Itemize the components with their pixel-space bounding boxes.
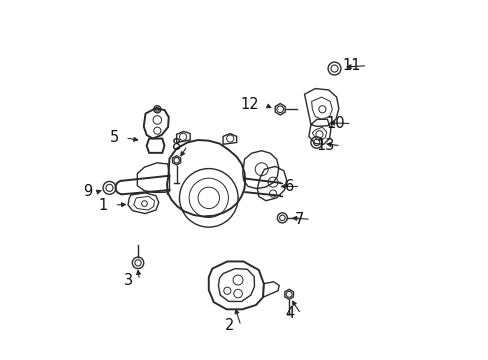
Text: 3: 3 <box>123 273 133 288</box>
Text: 1: 1 <box>99 198 108 212</box>
Text: 4: 4 <box>285 306 294 321</box>
Text: 10: 10 <box>326 116 345 131</box>
Text: 13: 13 <box>316 138 334 153</box>
Text: 2: 2 <box>224 318 234 333</box>
Text: 11: 11 <box>342 58 360 73</box>
Text: 9: 9 <box>83 184 92 199</box>
Text: 12: 12 <box>240 98 258 112</box>
Text: 7: 7 <box>295 212 304 227</box>
Text: 8: 8 <box>171 138 181 153</box>
Text: 5: 5 <box>109 130 119 145</box>
Text: 6: 6 <box>284 179 293 194</box>
